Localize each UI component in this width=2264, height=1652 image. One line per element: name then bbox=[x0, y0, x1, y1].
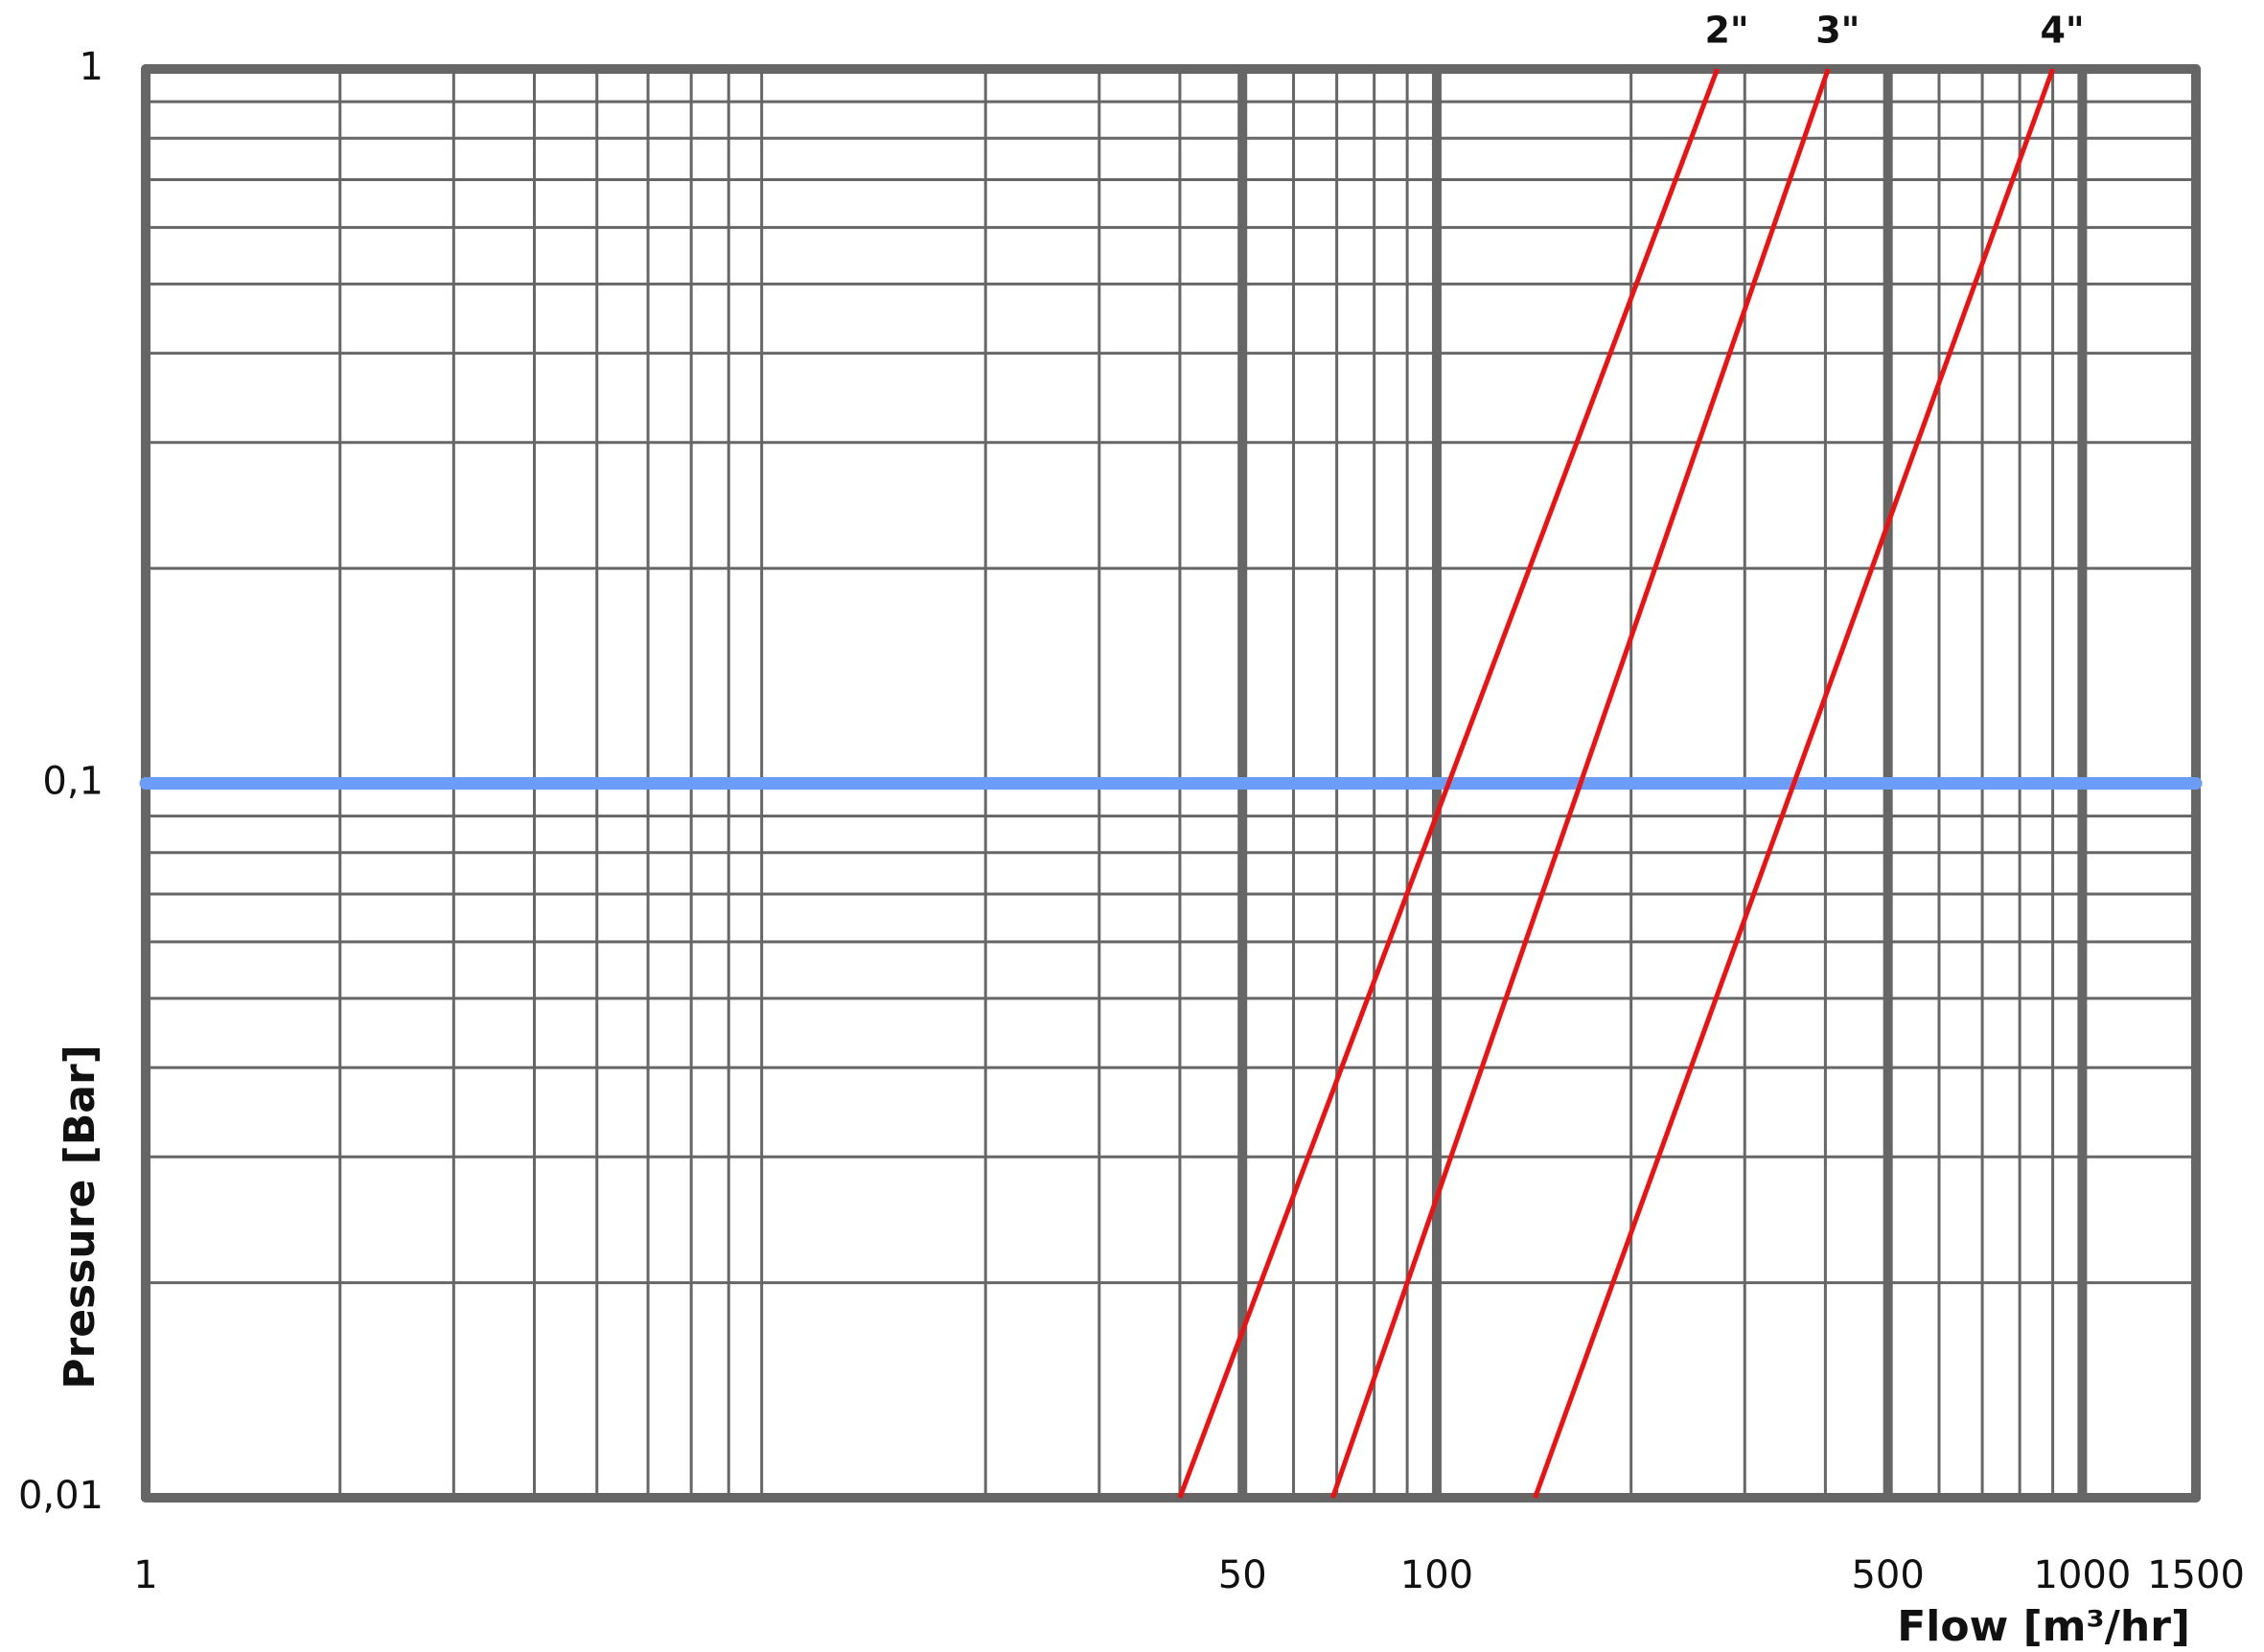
series-line bbox=[1533, 68, 2055, 1499]
series-label: 4" bbox=[2040, 10, 2084, 52]
x-tick-label: 500 bbox=[1851, 1553, 1924, 1597]
series-label: 2" bbox=[1704, 10, 1748, 52]
x-tick-label: 1500 bbox=[2147, 1553, 2245, 1597]
series-line bbox=[1330, 68, 1831, 1499]
series-label: 3" bbox=[1815, 10, 1860, 52]
y-axis-title: Pressure [Bar] bbox=[56, 1044, 104, 1389]
x-axis-title: Flow [m³/hr] bbox=[1897, 1602, 2190, 1651]
x-tick-label: 100 bbox=[1400, 1553, 1473, 1597]
x-tick-label: 1 bbox=[133, 1553, 157, 1597]
x-tick-label: 1000 bbox=[2034, 1553, 2132, 1597]
x-tick-label: 50 bbox=[1218, 1553, 1267, 1597]
y-tick-label: 0,01 bbox=[18, 1474, 104, 1518]
y-tick-label: 0,1 bbox=[42, 760, 104, 804]
series-line bbox=[1177, 68, 1720, 1499]
y-tick-label: 1 bbox=[80, 45, 104, 89]
